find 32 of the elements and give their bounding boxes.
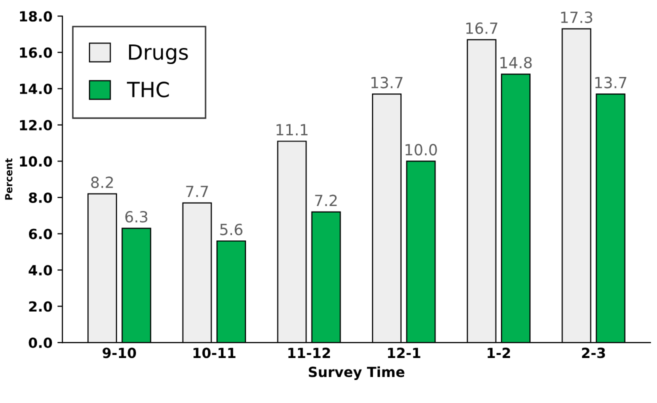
text: 13.7 bbox=[371, 76, 402, 88]
legend-label: THC bbox=[126, 82, 169, 98]
y-tick-label: 10.0 bbox=[20, 156, 52, 167]
text: 5.6 bbox=[220, 224, 242, 236]
text: 8.2 bbox=[91, 176, 113, 188]
x-tick-label: 2-3 bbox=[582, 348, 605, 358]
y-tick-label: 14.0 bbox=[20, 84, 52, 94]
x-tick-label: 9-10 bbox=[102, 348, 136, 358]
x-axis-title: Survey Time bbox=[308, 366, 404, 380]
x-tick-label: 12-1 bbox=[388, 348, 420, 358]
text: 11.1 bbox=[276, 124, 308, 136]
y-tick-label: 8.0 bbox=[28, 192, 52, 203]
y-tick-label: 16.0 bbox=[20, 47, 52, 58]
y-tick-label: 4.0 bbox=[28, 264, 52, 276]
y-tick-label: 12.0 bbox=[20, 120, 52, 130]
text: 7.2 bbox=[315, 194, 337, 206]
y-tick-label: 2.0 bbox=[29, 301, 52, 312]
text: 7.7 bbox=[186, 186, 208, 197]
y-tick-label: 0.0 bbox=[28, 338, 52, 348]
text: 17.3 bbox=[561, 12, 592, 24]
text: 13.7 bbox=[595, 76, 626, 88]
text: 16.7 bbox=[466, 22, 498, 34]
text: 6.3 bbox=[125, 211, 148, 223]
x-tick-label: 10-11 bbox=[194, 348, 236, 358]
text: 14.8 bbox=[500, 56, 532, 68]
x-tick-label: 1-2 bbox=[488, 348, 510, 358]
y-tick-label: 6.0 bbox=[28, 228, 52, 240]
text: 10.0 bbox=[406, 144, 437, 156]
legend-label: Drugs bbox=[129, 44, 188, 64]
y-tick-label: 18.0 bbox=[20, 11, 52, 22]
x-tick-label: 11-12 bbox=[288, 348, 330, 358]
y-axis-title: Percent bbox=[5, 158, 12, 200]
